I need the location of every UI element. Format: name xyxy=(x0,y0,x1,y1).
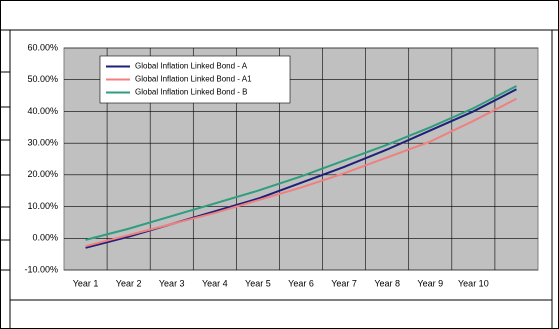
series-line xyxy=(85,85,517,241)
x-tick-label: Year 2 xyxy=(116,278,142,288)
series-line xyxy=(85,97,517,248)
x-tick-label: Year 6 xyxy=(288,278,314,288)
y-tick-label: 10.00% xyxy=(27,201,58,211)
x-tick-label: Year 3 xyxy=(159,278,185,288)
y-tick-label: 40.00% xyxy=(27,106,58,116)
x-tick-label: Year 1 xyxy=(73,278,99,288)
x-tick-label: Year 9 xyxy=(417,278,443,288)
x-tick-label: Year 10 xyxy=(458,278,489,288)
legend-box xyxy=(99,55,291,104)
y-tick-label: 30.00% xyxy=(27,138,58,148)
y-tick-label: 60.00% xyxy=(27,42,58,52)
x-tick-label: Year 5 xyxy=(245,278,271,288)
y-tick-label: 50.00% xyxy=(27,74,58,84)
legend-label: Global Inflation Linked Bond - A1 xyxy=(135,75,252,84)
y-tick-label: -10.00% xyxy=(24,264,58,274)
y-tick-label: 0.00% xyxy=(32,233,58,243)
x-tick-label: Year 7 xyxy=(331,278,357,288)
legend-label: Global Inflation Linked Bond - B xyxy=(135,88,248,97)
y-tick-label: 20.00% xyxy=(27,169,58,179)
x-tick-label: Year 8 xyxy=(374,278,400,288)
x-tick-label: Year 4 xyxy=(202,278,228,288)
legend-label: Global Inflation Linked Bond - A xyxy=(135,62,248,71)
